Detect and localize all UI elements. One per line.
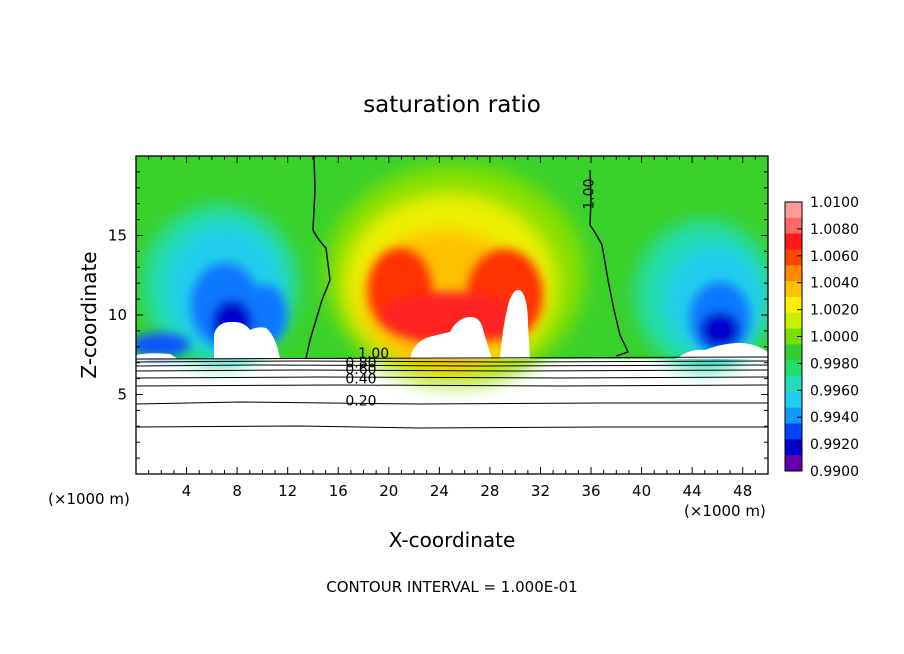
colorbar-swatch xyxy=(785,344,802,361)
cloud-regions xyxy=(136,289,768,359)
colorbar-swatch xyxy=(785,312,802,329)
lower-contours xyxy=(136,356,768,429)
colorbar-swatch xyxy=(785,328,802,345)
colorbar-swatch xyxy=(785,376,802,393)
x-axis-label: X-coordinate xyxy=(389,528,516,552)
x-tick-label: 40 xyxy=(632,482,651,500)
saturation-field xyxy=(136,156,768,474)
colorbar-swatch xyxy=(785,407,802,424)
contour-label: 0.40 xyxy=(345,371,376,387)
colorbar-swatch xyxy=(785,455,802,472)
x-axis-unit-right: (×1000 m) xyxy=(684,502,766,520)
contour-label: 0.20 xyxy=(345,394,376,410)
contour-line-upper-left xyxy=(305,156,331,359)
colorbar-label: 0.9940 xyxy=(810,410,859,426)
y-axis: 5 10 15 xyxy=(108,171,768,459)
x-tick-label: 8 xyxy=(232,482,242,500)
colorbar-swatch xyxy=(785,202,802,219)
colorbar-label: 1.0000 xyxy=(810,330,859,346)
x-tick-label: 12 xyxy=(278,482,297,500)
contour-label: 0.80 xyxy=(345,355,376,371)
x-axis-unit-left: (×1000 m) xyxy=(48,490,130,508)
x-tick-label: 24 xyxy=(430,482,449,500)
colorbar-label: 1.0020 xyxy=(810,303,859,319)
x-tick-label: 32 xyxy=(531,482,550,500)
colorbar-label: 1.0080 xyxy=(810,222,859,238)
x-tick-label: 16 xyxy=(329,482,348,500)
colorbar-swatch xyxy=(785,296,802,314)
x-axis: 4 8 12 16 20 24 28 32 36 40 44 48 xyxy=(148,156,756,500)
contour-interval-note: CONTOUR INTERVAL = 1.000E-01 xyxy=(326,578,577,596)
colorbar-swatch xyxy=(785,360,802,377)
colorbar-swatch xyxy=(785,233,802,250)
y-axis-label: Z-coordinate xyxy=(77,251,101,378)
x-tick-label: 20 xyxy=(379,482,398,500)
y-tick-label: 15 xyxy=(108,227,127,245)
colorbar-label: 0.9960 xyxy=(810,383,859,399)
colorbar-swatch xyxy=(785,249,802,266)
x-tick-label: 44 xyxy=(683,482,702,500)
contour-line-upper-right xyxy=(589,169,629,357)
colorbar-label: 1.0100 xyxy=(810,195,859,211)
x-tick-label: 48 xyxy=(733,482,752,500)
colorbar-swatch xyxy=(785,391,802,409)
colorbar-swatch xyxy=(785,265,802,282)
chart-title: saturation ratio xyxy=(363,92,541,118)
colorbar-label: 0.9900 xyxy=(810,464,859,480)
x-tick-label: 36 xyxy=(581,482,600,500)
colorbar-swatch xyxy=(785,217,802,235)
colorbar-label: 1.0060 xyxy=(810,249,859,265)
colorbar-label: 0.9980 xyxy=(810,356,859,372)
colorbar-swatch xyxy=(785,423,802,440)
y-tick-label: 5 xyxy=(117,386,127,404)
contour-label: 1.00 xyxy=(582,179,598,210)
y-tick-label: 10 xyxy=(108,306,127,324)
contour-label: 0.60 xyxy=(345,362,376,378)
colorbar-label: 0.9920 xyxy=(810,437,859,453)
contour-labels: 1.001.000.800.600.400.20 xyxy=(345,179,597,410)
colorbar-swatch xyxy=(785,281,802,298)
colorbar-label: 1.0040 xyxy=(810,276,859,292)
colorbar-swatch xyxy=(785,439,802,456)
contour-label: 1.00 xyxy=(358,346,389,362)
colorbar: 1.0100 1.0080 1.0060 1.0040 1.0020 1.0000 0.99… xyxy=(784,195,859,480)
x-tick-label: 4 xyxy=(182,482,192,500)
x-tick-label: 28 xyxy=(480,482,499,500)
